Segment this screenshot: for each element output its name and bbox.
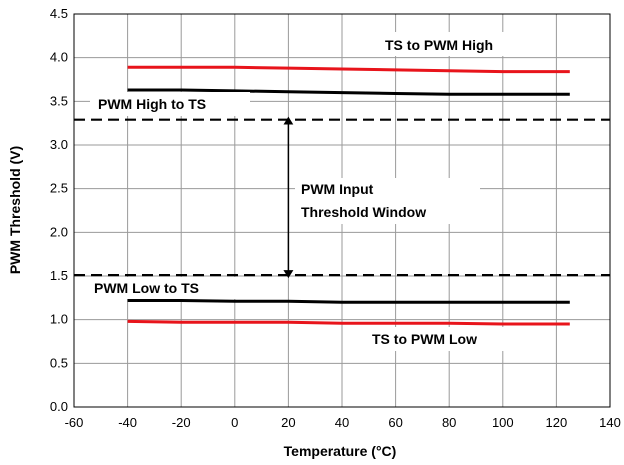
x-tick-label: 120	[546, 415, 568, 430]
label-bg-threshold-window	[295, 178, 480, 224]
reference-lines	[74, 118, 610, 277]
label-bg-ts-to-pwm-high	[372, 32, 542, 56]
y-tick-labels: 0.0 0.5 1.0 1.5 2.0 2.5 3.0 3.5 4.0 4.5	[50, 6, 68, 414]
y-axis-title: PWM Threshold (V)	[7, 146, 23, 274]
y-tick-label: 3.0	[50, 137, 68, 152]
plot-frame	[73, 13, 611, 408]
label-window-line1: PWM Input	[301, 181, 374, 197]
x-tick-label: 60	[388, 415, 402, 430]
label-bg-ts-to-pwm-low	[362, 327, 522, 351]
x-tick-label: 40	[335, 415, 349, 430]
label-bg-pwm-high-to-ts	[90, 92, 250, 116]
series-line-pwm-low-to-ts	[127, 299, 570, 304]
y-tick-label: 0.5	[50, 355, 68, 370]
x-tick-label: -40	[118, 415, 137, 430]
x-tick-label: 20	[281, 415, 295, 430]
x-tick-label: -60	[65, 415, 84, 430]
x-tick-label: -20	[172, 415, 191, 430]
x-axis-title: Temperature (°C)	[284, 443, 397, 459]
x-tick-labels: -60 -40 -20 0 20 40 60 80 100 120 140	[65, 415, 621, 430]
label-bg-pwm-low-to-ts	[85, 277, 245, 299]
label-pwm-high-to-ts: PWM High to TS	[98, 96, 206, 112]
y-tick-label: 1.0	[50, 312, 68, 327]
label-ts-to-pwm-low: TS to PWM Low	[372, 331, 477, 347]
y-tick-label: 3.5	[50, 93, 68, 108]
y-tick-label: 2.0	[50, 224, 68, 239]
series-line-ts-to-pwm-high	[127, 65, 570, 74]
y-tick-label: 4.5	[50, 6, 68, 21]
series-line-ts-to-pwm-low	[127, 319, 570, 326]
x-tick-label: 80	[442, 415, 456, 430]
series-lines	[127, 65, 570, 326]
label-pwm-low-to-ts: PWM Low to TS	[94, 280, 199, 296]
y-tick-label: 2.5	[50, 181, 68, 196]
y-tick-label: 4.0	[50, 50, 68, 65]
y-tick-label: 1.5	[50, 268, 68, 283]
series-line-pwm-high-to-ts	[127, 88, 570, 96]
x-tick-label: 100	[492, 415, 514, 430]
x-tick-label: 140	[599, 415, 621, 430]
y-tick-label: 0.0	[50, 399, 68, 414]
x-tick-label: 0	[231, 415, 238, 430]
label-window-line2: Threshold Window	[301, 204, 426, 220]
label-ts-to-pwm-high: TS to PWM High	[385, 37, 493, 53]
